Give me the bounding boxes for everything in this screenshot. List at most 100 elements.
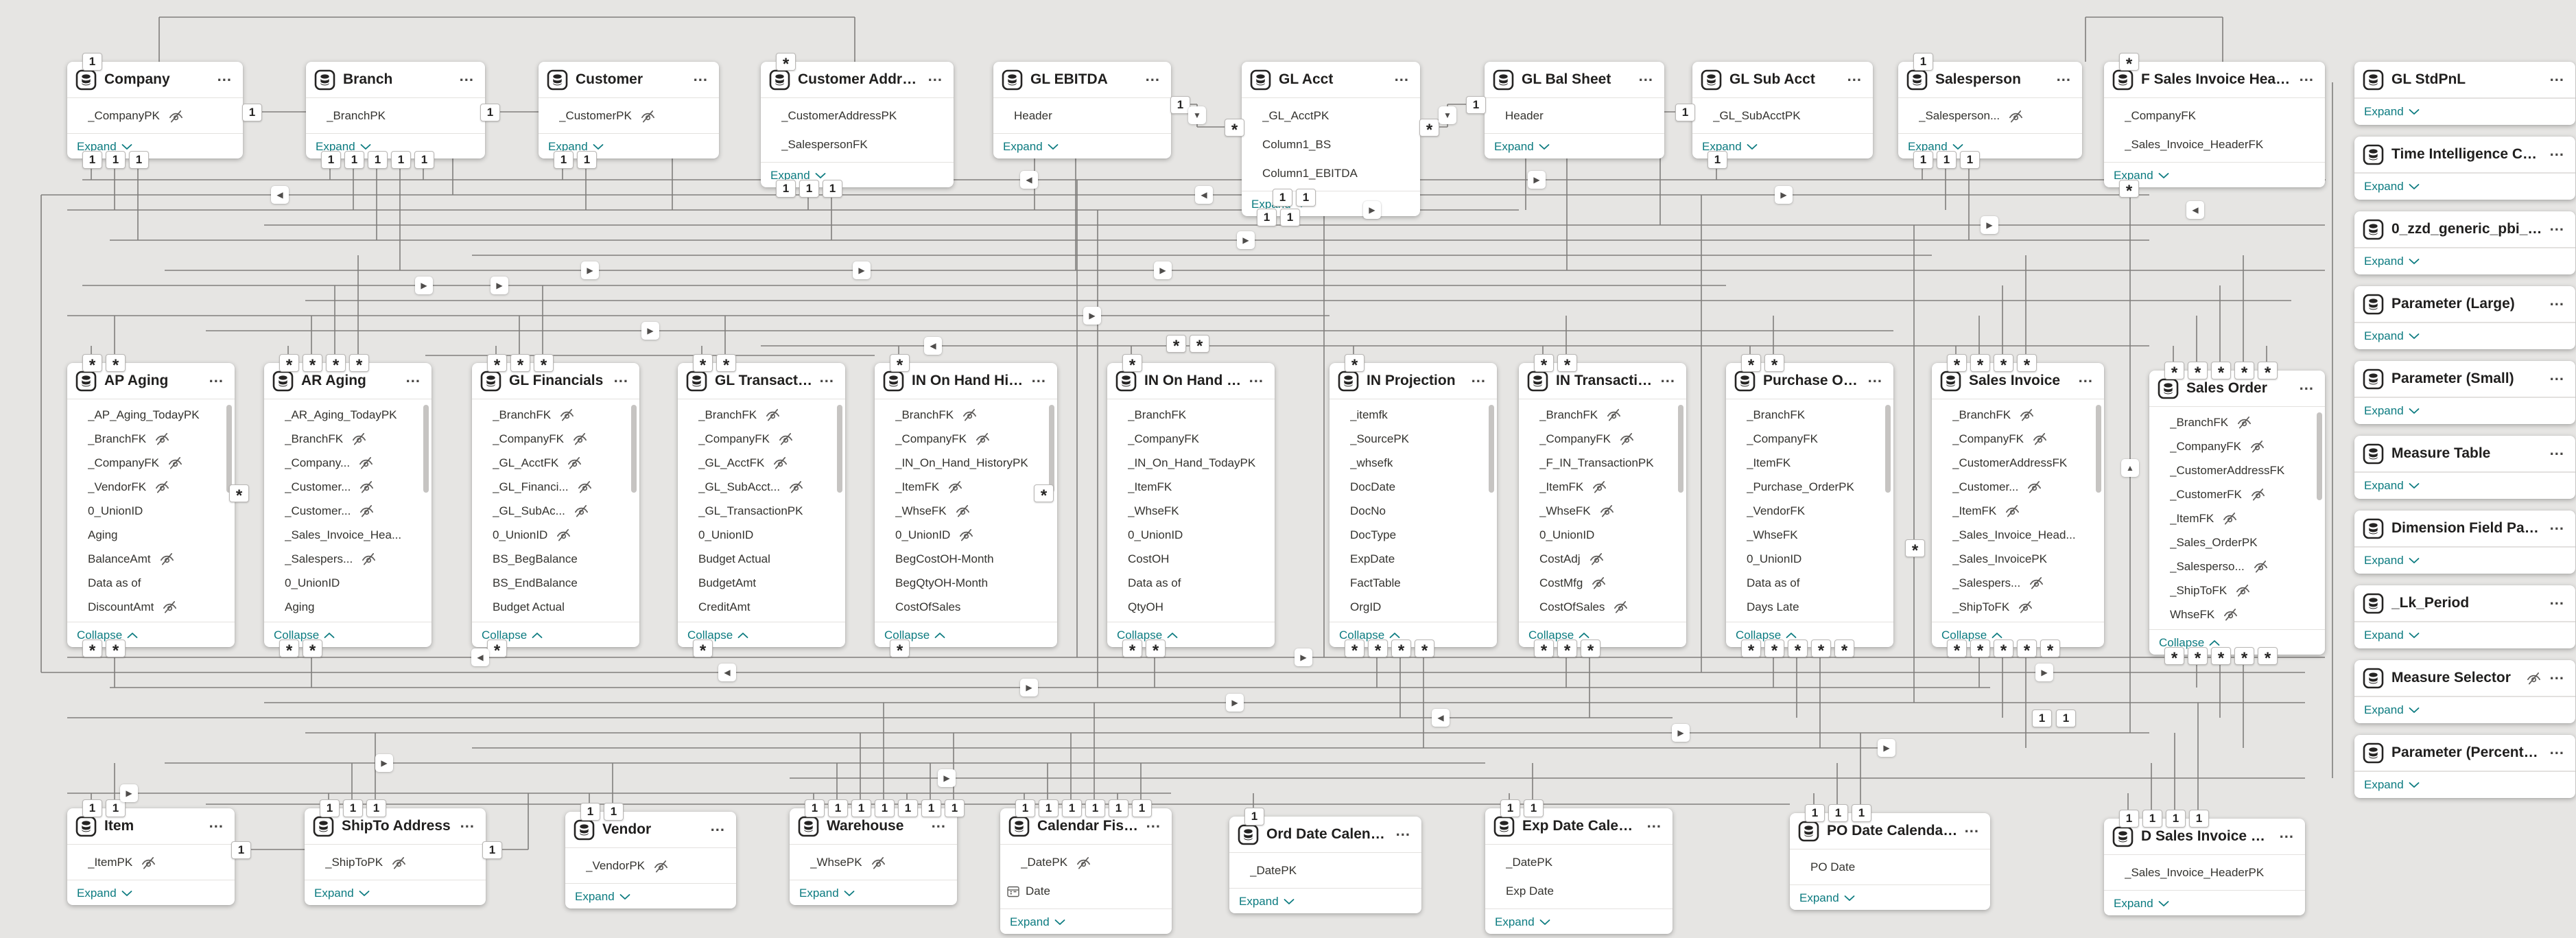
table-header-gl-acct[interactable]: GL Acct... (1242, 62, 1420, 98)
table-options-button[interactable]: ... (2549, 591, 2564, 608)
field-row-purchase-order[interactable]: _Purchase_OrderPK (1726, 475, 1893, 499)
field-row-in-on-hand-today[interactable]: _BranchFK (1107, 403, 1275, 427)
field-row-gl-financials[interactable]: BS_EndBalance (472, 571, 639, 595)
table-header-measure-table[interactable]: Measure Table... (2354, 436, 2575, 472)
field-row-ap-aging[interactable]: 0_UnionID (67, 499, 235, 523)
table-card-measure-selector[interactable]: Measure Selector... Expand (2354, 660, 2575, 723)
expand-link[interactable]: Expand (2354, 547, 2575, 574)
table-options-button[interactable]: ... (613, 368, 628, 386)
field-row-customer-address[interactable]: _SalespersonFK (761, 130, 954, 159)
field-list-scrollbar[interactable] (837, 405, 842, 493)
table-header-in-transaction[interactable]: IN Transaction... (1519, 363, 1686, 399)
field-row-gl-sub-acct[interactable]: _GL_SubAcctPK (1692, 102, 1873, 130)
table-options-button[interactable]: ... (2056, 67, 2071, 84)
field-row-sales-invoice[interactable]: _Sales_InvoicePK (1932, 547, 2104, 571)
collapse-link[interactable]: Collapse (67, 622, 235, 648)
field-row-gl-ebitda[interactable]: Header (993, 102, 1171, 130)
expand-link[interactable]: Expand (2354, 173, 2575, 200)
field-list-scrollbar[interactable] (2317, 412, 2322, 500)
table-card-calendar-fiscal[interactable]: Calendar Fiscal... _DatePK Date Expand (1000, 808, 1172, 934)
table-header-zzd-generic[interactable]: 0_zzd_generic_pbi_2407... (2354, 211, 2575, 248)
table-header-gl-sub-acct[interactable]: GL Sub Acct... (1692, 62, 1873, 98)
table-header-item[interactable]: Item... (67, 808, 235, 845)
table-options-button[interactable]: ... (1964, 819, 1979, 836)
expand-link[interactable]: Expand (2354, 98, 2575, 125)
table-options-button[interactable]: ... (2549, 217, 2564, 234)
field-row-purchase-order[interactable]: _VendorFK (1726, 499, 1893, 523)
field-row-gl-financials[interactable]: BS_BegBalance (472, 547, 639, 571)
field-row-in-transaction[interactable]: 0_UnionID (1519, 523, 1686, 547)
field-row-gl-transaction[interactable]: Budget Actual (678, 547, 845, 571)
field-row-po-date-calendar-fiscal[interactable]: PO Date (1790, 853, 1990, 882)
table-card-branch[interactable]: Branch... _BranchPK Expand (306, 62, 485, 159)
field-row-gl-financials[interactable]: _BranchFK (472, 403, 639, 427)
field-row-in-on-hand-today[interactable]: _IN_On_Hand_TodayPK (1107, 451, 1275, 475)
field-row-in-on-hand-history[interactable]: 0_UnionID (875, 523, 1057, 547)
table-card-sales-invoice[interactable]: Sales Invoice... _BranchFK _CompanyFK _Cust… (1932, 363, 2104, 647)
table-header-ord-date-calendar-fiscal[interactable]: Ord Date Calendar Fis...... (1229, 817, 1421, 853)
field-row-gl-acct[interactable]: _GL_AcctPK (1242, 102, 1420, 130)
field-row-gl-financials[interactable]: 0_UnionID (472, 523, 639, 547)
field-row-in-transaction[interactable]: _WhseFK (1519, 499, 1686, 523)
table-options-button[interactable]: ... (1145, 67, 1160, 84)
field-row-in-projection[interactable]: FactTable (1330, 571, 1497, 595)
field-row-calendar-fiscal[interactable]: Date (1000, 877, 1172, 906)
table-header-warehouse[interactable]: Warehouse... (790, 808, 957, 845)
field-row-d-sales-invoice-header[interactable]: _Sales_Invoice_HeaderPK (2104, 858, 2305, 887)
field-row-ar-aging[interactable]: 0_UnionID (264, 571, 432, 595)
expand-link[interactable]: Expand (1229, 888, 1421, 915)
field-row-gl-transaction[interactable]: BudgetAmt (678, 571, 845, 595)
table-options-button[interactable]: ... (1867, 368, 1882, 386)
table-options-button[interactable]: ... (2549, 67, 2564, 84)
collapse-link[interactable]: Collapse (1726, 622, 1893, 648)
table-header-in-on-hand-history[interactable]: IN On Hand History... (875, 363, 1057, 399)
table-card-gl-sub-acct[interactable]: GL Sub Acct... _GL_SubAcctPK Expand (1692, 62, 1873, 159)
field-row-gl-transaction[interactable]: CreditAmt (678, 595, 845, 619)
field-list-scrollbar[interactable] (2096, 405, 2101, 493)
expand-link[interactable]: Expand (2354, 622, 2575, 648)
field-row-in-transaction[interactable]: CostAdj (1519, 547, 1686, 571)
expand-link[interactable]: Expand (1485, 908, 1673, 935)
field-row-in-projection[interactable]: OrgID (1330, 595, 1497, 619)
field-row-sales-invoice[interactable]: _Sales_Invoice_Head... (1932, 523, 2104, 547)
table-options-button[interactable]: ... (405, 368, 421, 386)
expand-link[interactable]: Expand (761, 162, 954, 189)
field-row-gl-transaction[interactable]: _CompanyFK (678, 427, 845, 451)
table-card-gl-stdpnl[interactable]: GL StdPnL... Expand (2354, 62, 2575, 125)
field-row-in-projection[interactable]: DocNo (1330, 499, 1497, 523)
collapse-link[interactable]: Collapse (678, 622, 845, 648)
expand-link[interactable]: Expand (2104, 162, 2325, 189)
field-list-scrollbar[interactable] (1049, 405, 1054, 493)
expand-link[interactable]: Expand (2354, 696, 2575, 723)
table-card-salesperson[interactable]: Salesperson... _Salesperson... Expand (1898, 62, 2082, 159)
field-row-sales-order[interactable]: _Sales_OrderPK (2149, 530, 2325, 554)
field-row-purchase-order[interactable]: Days Late (1726, 595, 1893, 619)
field-row-gl-transaction[interactable]: _GL_SubAcct... (678, 475, 845, 499)
field-row-gl-transaction[interactable]: _GL_AcctFK (678, 451, 845, 475)
table-options-button[interactable]: ... (2549, 666, 2564, 683)
table-header-dimension-field-param[interactable]: Dimension Field Param...... (2354, 511, 2575, 547)
table-card-company[interactable]: Company... _CompanyPK Expand (67, 62, 243, 159)
expand-link[interactable]: Expand (993, 133, 1171, 160)
field-row-in-projection[interactable]: ExpDate (1330, 547, 1497, 571)
field-row-gl-financials[interactable]: _CompanyFK (472, 427, 639, 451)
field-row-ar-aging[interactable]: _Sales_Invoice_Hea... (264, 523, 432, 547)
table-options-button[interactable]: ... (1660, 368, 1675, 386)
field-row-purchase-order[interactable]: _WhseFK (1726, 523, 1893, 547)
table-options-button[interactable]: ... (2078, 368, 2093, 386)
field-row-in-on-hand-today[interactable]: _CompanyFK (1107, 427, 1275, 451)
table-options-button[interactable]: ... (1646, 814, 1662, 831)
table-options-button[interactable]: ... (1638, 67, 1653, 84)
field-row-in-on-hand-history[interactable]: BegCostOH-Month (875, 547, 1057, 571)
field-row-in-on-hand-history[interactable]: _CompanyFK (875, 427, 1057, 451)
field-row-in-on-hand-today[interactable]: 0_UnionID (1107, 523, 1275, 547)
table-header-salesperson[interactable]: Salesperson... (1898, 62, 2082, 98)
table-card-customer-address[interactable]: Customer Address... _CustomerAddressPK _Sa… (761, 62, 954, 187)
table-card-time-intelligence[interactable]: Time Intelligence Calcul...... Expand (2354, 137, 2575, 200)
table-header-parameter-large[interactable]: Parameter (Large)... (2354, 286, 2575, 323)
field-row-sales-invoice[interactable]: _Salespers... (1932, 571, 2104, 595)
table-card-shipto-address[interactable]: ShipTo Address... _ShipToPK Expand (305, 808, 486, 905)
field-row-in-transaction[interactable]: _ItemFK (1519, 475, 1686, 499)
field-list-scrollbar[interactable] (423, 405, 429, 493)
table-options-button[interactable]: ... (2299, 67, 2314, 84)
